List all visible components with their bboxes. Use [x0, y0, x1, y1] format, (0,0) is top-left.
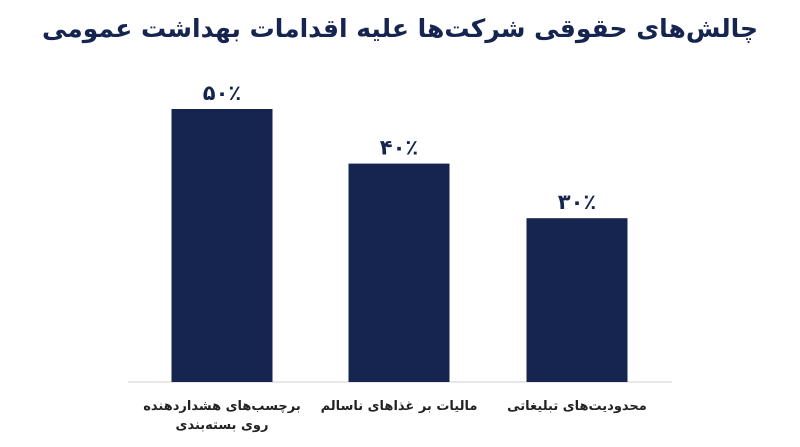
value-labels-group: ۵۰٪ ۴۰٪ ۳۰٪ — [203, 81, 596, 214]
bar-3 — [526, 218, 628, 382]
bars-group — [171, 109, 628, 382]
category-label-1-line-2: روی بسته‌بندی — [176, 418, 269, 433]
category-labels-group: برچسب‌های هشداردهنده روی بسته‌بندی مالیات … — [143, 399, 647, 433]
category-label-2-line-1: مالیات بر غذاهای ناسالم — [321, 399, 478, 414]
category-label-1-line-1: برچسب‌های هشداردهنده — [143, 399, 301, 414]
category-label-1: برچسب‌های هشداردهنده روی بسته‌بندی — [143, 399, 301, 433]
chart-title: چالش‌های حقوقی شرکت‌ها علیه اقدامات بهدا… — [41, 14, 758, 43]
bar-1 — [171, 109, 273, 382]
category-label-3-line-1: محدودیت‌های تبلیغاتی — [507, 399, 647, 414]
bar-2 — [348, 163, 450, 382]
value-label-3: ۳۰٪ — [558, 190, 596, 214]
value-label-2: ۴۰٪ — [380, 136, 418, 160]
category-label-2: مالیات بر غذاهای ناسالم — [321, 399, 478, 414]
category-label-3: محدودیت‌های تبلیغاتی — [507, 399, 647, 414]
value-label-1: ۵۰٪ — [203, 81, 241, 105]
